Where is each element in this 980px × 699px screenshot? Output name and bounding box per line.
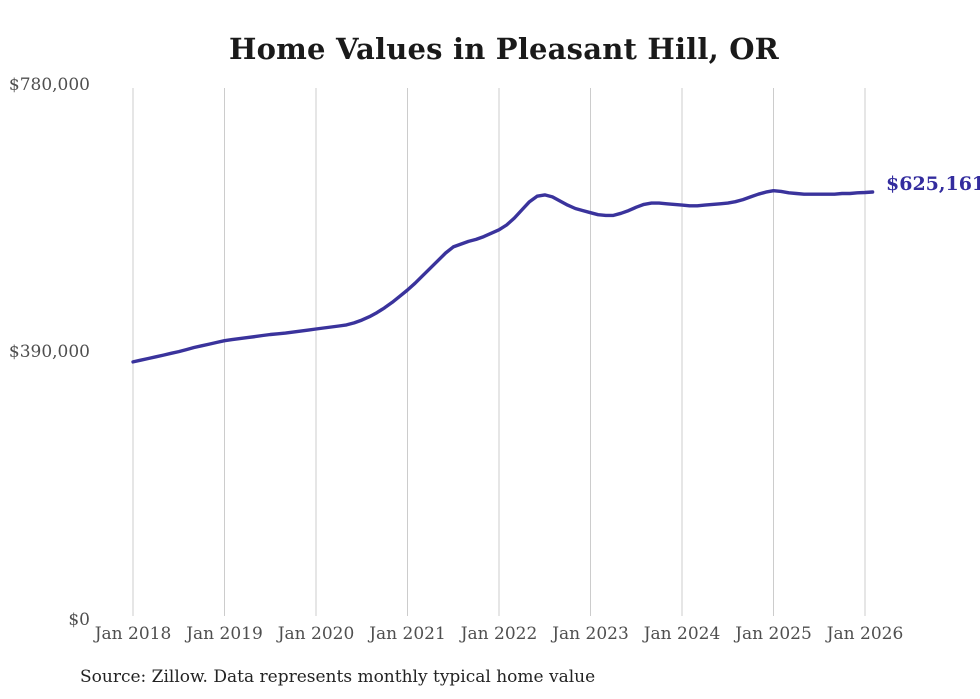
x-axis-tick-jan-2019: Jan 2019: [186, 624, 263, 644]
source-note: Source: Zillow. Data represents monthly …: [80, 667, 596, 687]
latest-value-label: $625,161: [886, 173, 980, 195]
home-value-line: [131, 189, 875, 364]
y-axis-tick-780000: $780,000: [8, 75, 90, 95]
y-axis-tick-0: $0: [68, 610, 90, 630]
x-axis-tick-jan-2022: Jan 2022: [460, 624, 538, 644]
x-axis-tick-jan-2021: Jan 2021: [369, 624, 446, 644]
y-axis-tick-390000: $390,000: [8, 342, 90, 362]
x-axis-tick-jan-2020: Jan 2020: [277, 624, 355, 644]
x-axis-tick-jan-2026: Jan 2026: [826, 624, 904, 644]
x-axis-tick-jan-2018: Jan 2018: [94, 624, 172, 644]
x-axis-tick-jan-2024: Jan 2024: [643, 624, 721, 644]
x-axis-tick-jan-2025: Jan 2025: [735, 624, 812, 644]
x-axis-tick-jan-2023: Jan 2023: [552, 624, 629, 644]
chart-title: Home Values in Pleasant Hill, OR: [229, 32, 779, 66]
